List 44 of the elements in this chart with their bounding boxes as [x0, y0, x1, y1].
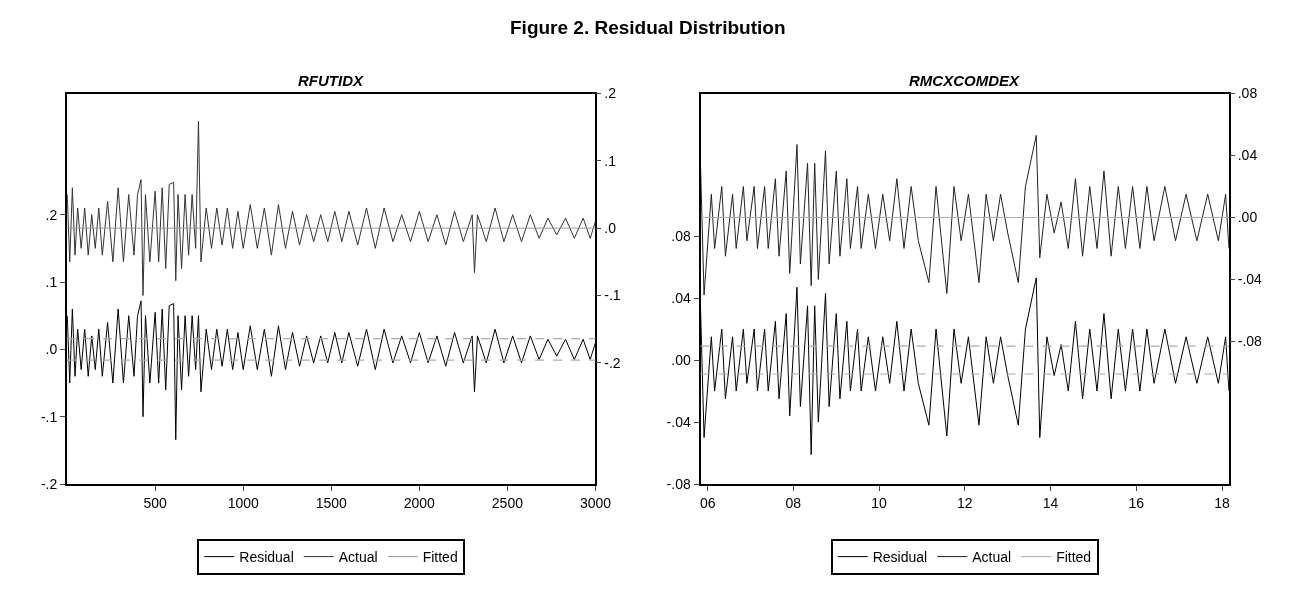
x-tick-label: 2000 [403, 494, 436, 511]
y2-tick-label: .1 [604, 152, 617, 169]
y-tick-label: .04 [671, 289, 691, 306]
legend-label: Residual [239, 549, 294, 566]
y2-tick-label: -.08 [1237, 333, 1263, 350]
legend-label: Fitted [1056, 549, 1092, 566]
y-tick-label: -.08 [666, 475, 691, 492]
y2-tick-label: -.2 [604, 354, 621, 371]
line-series [700, 134, 1229, 296]
x-tick-label: 18 [1214, 494, 1230, 511]
chart-subtitle: RMCXCOMDEX [909, 72, 1020, 89]
y2-tick-label: .08 [1237, 85, 1258, 102]
x-tick-label: 14 [1042, 494, 1059, 511]
y-tick-label: .08 [671, 227, 691, 244]
y-tick-label: .1 [45, 273, 58, 290]
y-tick-label: -.1 [40, 408, 58, 425]
x-tick-label: 1000 [227, 494, 259, 511]
legend-label: Fitted [422, 549, 458, 566]
x-tick-label: 12 [956, 494, 973, 511]
y2-tick-label: -.04 [1237, 271, 1263, 288]
y-tick-label: .2 [45, 206, 58, 223]
x-tick-label: 3000 [579, 494, 612, 511]
y-tick-label: -.04 [666, 413, 691, 430]
legend-label: Actual [972, 549, 1012, 566]
x-tick-label: 1500 [315, 494, 348, 511]
y2-tick-label: -.1 [604, 287, 621, 304]
y-tick-label: .0 [45, 341, 58, 358]
x-tick-label: 06 [699, 494, 716, 511]
y2-tick-label: .00 [1237, 209, 1258, 226]
x-tick-label: 16 [1128, 494, 1145, 511]
text: Figure 2. Residual Distribution [510, 17, 786, 38]
x-tick-label: 2500 [491, 494, 524, 511]
y2-tick-label: .2 [604, 85, 617, 102]
x-tick-label: 500 [143, 494, 168, 511]
chart-subtitle: RFUTIDX [298, 72, 364, 89]
x-tick-label: 08 [785, 494, 802, 511]
y2-tick-label: .04 [1237, 147, 1258, 164]
y-tick-label: -.2 [40, 475, 58, 492]
y2-tick-label: .0 [604, 220, 617, 237]
y-tick-label: .00 [671, 351, 691, 368]
legend-label: Actual [338, 549, 378, 566]
line-series [67, 120, 596, 297]
legend-label: Residual [872, 549, 928, 566]
x-tick-label: 10 [871, 494, 888, 511]
